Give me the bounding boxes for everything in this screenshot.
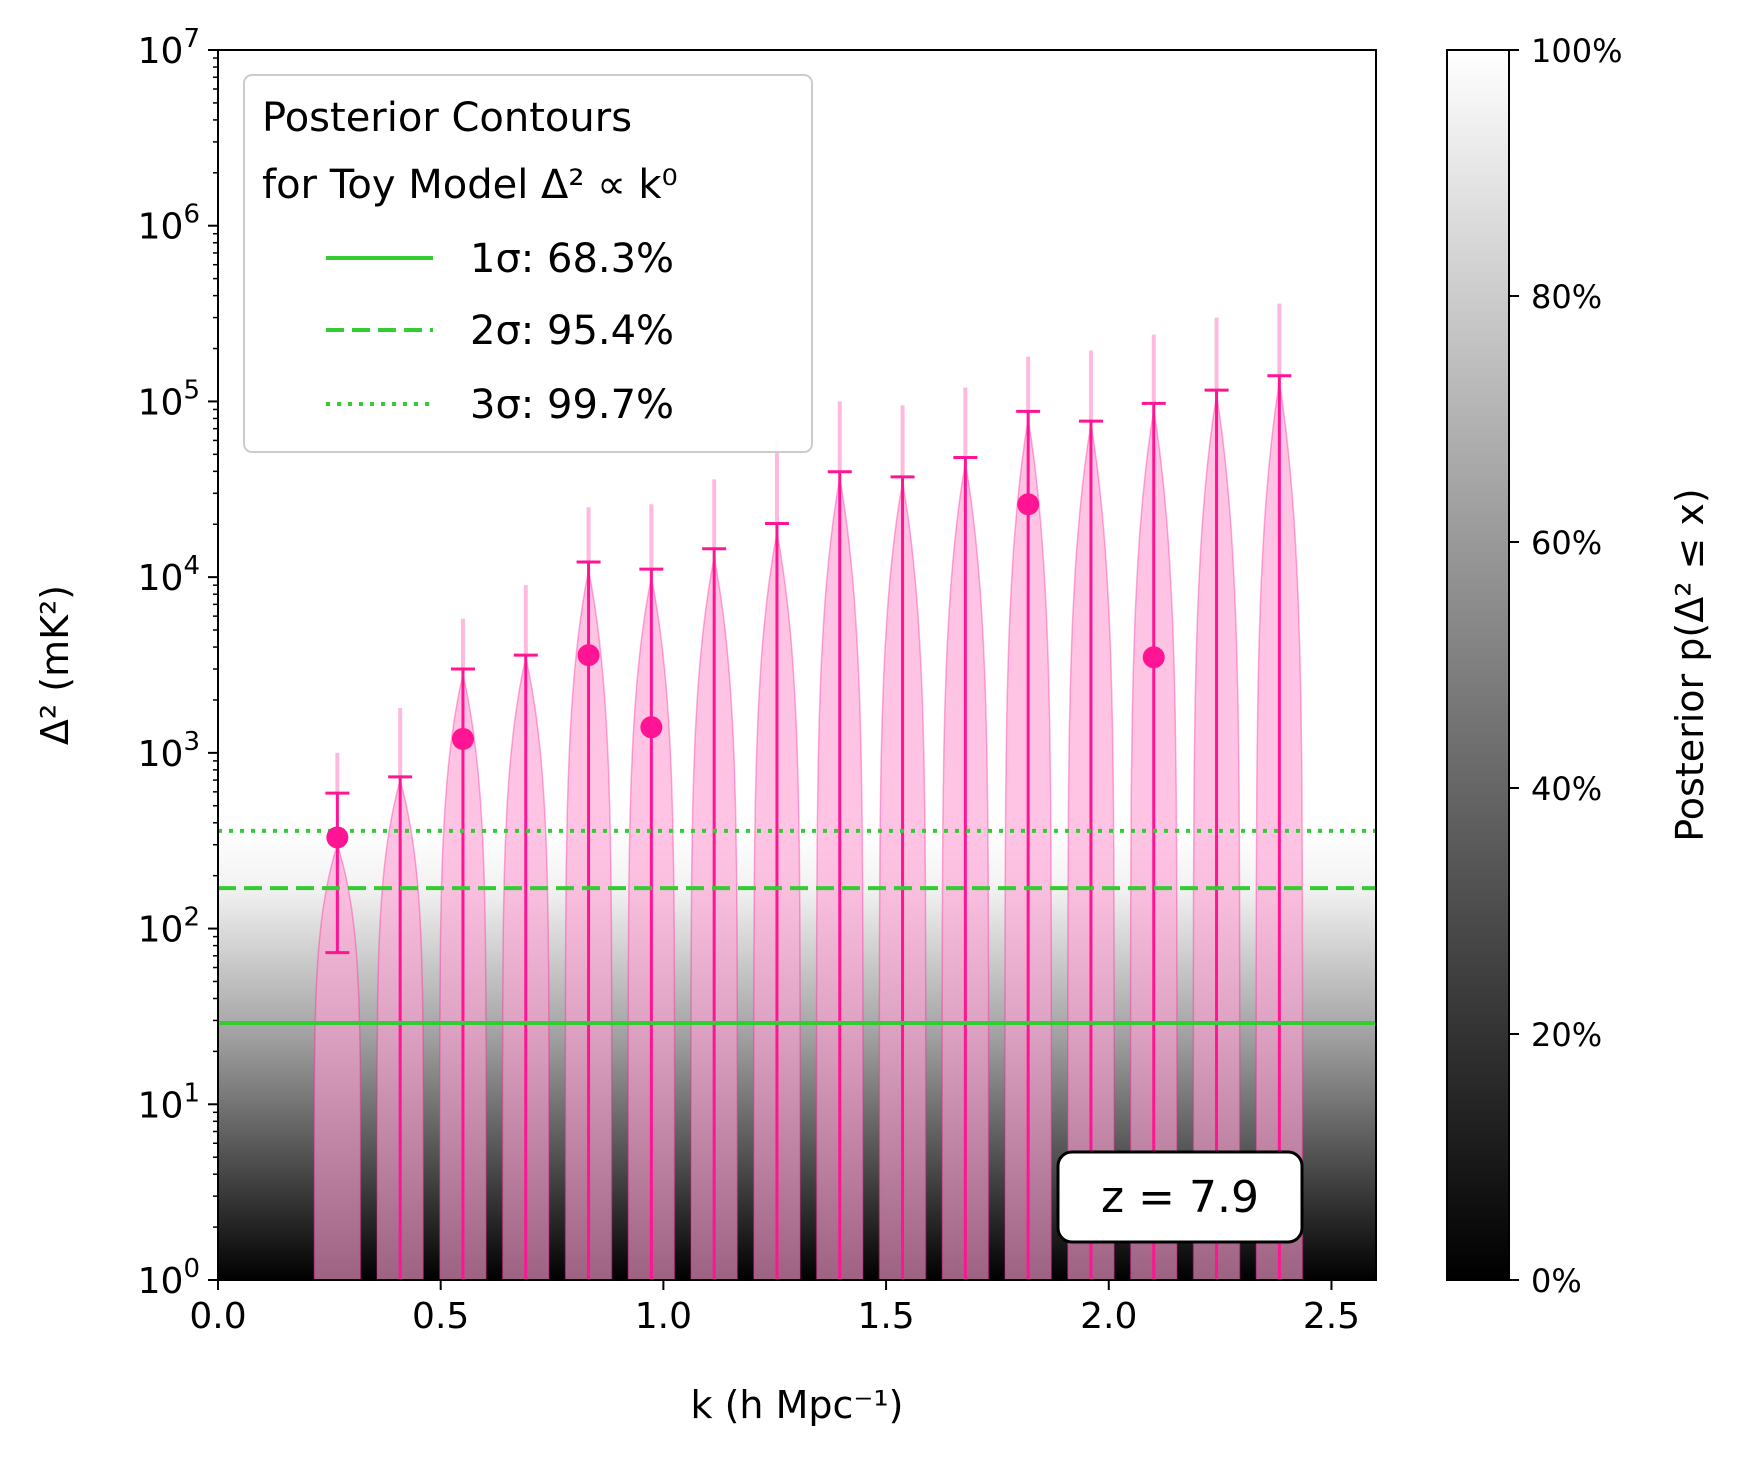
y-tick-label: 100 xyxy=(138,1254,200,1302)
annotation-text: z = 7.9 xyxy=(1101,1172,1259,1223)
legend-box xyxy=(243,74,813,453)
detection-markers xyxy=(326,493,1165,849)
plot-area: 0.0 0.5 1.0 1.5 2.0 2.5 100 101 102 103 104 105 106… xyxy=(33,24,1377,1427)
y-axis-ticks: 100 101 102 103 104 105 106 107 xyxy=(138,24,218,1302)
colorbar: 0% 20% 40% 60% 80% 100% Posterior p(Δ² ≤ x) xyxy=(1446,32,1712,1300)
contour-lines xyxy=(218,828,1376,1026)
x-tick-label: 0.0 xyxy=(189,1296,246,1337)
annotation-box xyxy=(1056,1150,1304,1244)
y-tick-label: 105 xyxy=(138,375,200,423)
plot-frame xyxy=(217,49,1377,1281)
x-axis-ticks: 0.0 0.5 1.0 1.5 2.0 2.5 xyxy=(189,1280,1360,1337)
colorbar-tick-label: 80% xyxy=(1531,278,1602,316)
colorbar-ticks: 0% 20% 40% 60% 80% 100% xyxy=(1509,32,1622,1300)
colorbar-tick-label: 20% xyxy=(1531,1016,1602,1054)
detection-point xyxy=(577,644,600,667)
detection-point xyxy=(326,826,349,849)
y-tick-label: 107 xyxy=(138,24,200,72)
colorbar-tick-label: 40% xyxy=(1531,770,1602,808)
legend-label-3sigma: 3σ: 99.7% xyxy=(470,382,674,428)
y-tick-label: 101 xyxy=(138,1078,200,1126)
colorbar-gradient xyxy=(1446,49,1510,1281)
colorbar-tick-label: 60% xyxy=(1531,524,1602,562)
legend-title-line2: for Toy Model Δ² ∝ k⁰ xyxy=(262,162,678,208)
x-tick-label: 1.0 xyxy=(635,1296,692,1337)
detection-point xyxy=(451,727,474,750)
legend-title-line1: Posterior Contours xyxy=(262,95,632,141)
x-tick-label: 0.5 xyxy=(412,1296,469,1337)
colorbar-label: Posterior p(Δ² ≤ x) xyxy=(1668,488,1712,842)
y-tick-label: 106 xyxy=(138,200,200,248)
redshift-annotation: z = 7.9 xyxy=(1056,1150,1304,1244)
colorbar-tick-label: 0% xyxy=(1531,1262,1582,1300)
detection-point xyxy=(1142,646,1165,669)
x-tick-label: 2.5 xyxy=(1303,1296,1360,1337)
y-tick-label: 103 xyxy=(138,727,200,775)
legend-label-1sigma: 1σ: 68.3% xyxy=(470,236,674,282)
x-axis-label: k (h Mpc⁻¹) xyxy=(691,1383,904,1427)
detection-point xyxy=(640,716,663,739)
x-tick-label: 2.0 xyxy=(1080,1296,1137,1337)
y-axis-label: Δ² (mK²) xyxy=(33,585,77,745)
detection-point xyxy=(1017,493,1040,516)
x-tick-label: 1.5 xyxy=(857,1296,914,1337)
y-tick-label: 102 xyxy=(138,903,200,951)
legend: Posterior Contours for Toy Model Δ² ∝ k⁰… xyxy=(243,74,813,453)
y-tick-label: 104 xyxy=(138,551,200,599)
legend-label-2sigma: 2σ: 95.4% xyxy=(470,308,674,354)
colorbar-tick-label: 100% xyxy=(1531,32,1622,70)
error-bars xyxy=(325,374,1292,1280)
